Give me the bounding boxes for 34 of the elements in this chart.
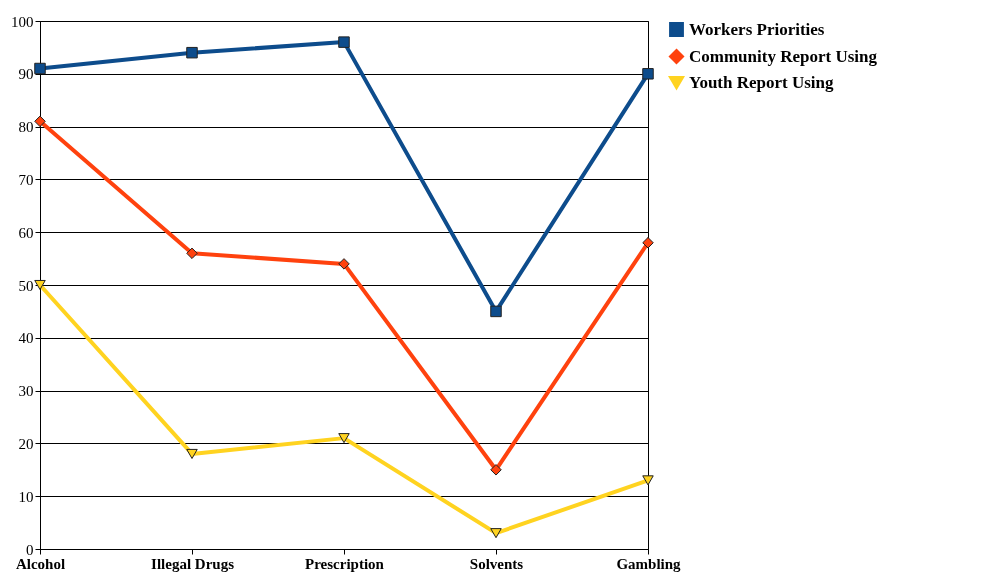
point <box>490 305 502 318</box>
point <box>186 46 198 59</box>
x-tick-label: Prescription <box>305 555 385 572</box>
point <box>338 258 350 270</box>
point <box>338 36 350 48</box>
point <box>642 475 654 486</box>
y-tick-label: 30 <box>18 383 34 400</box>
y-tick-label: 80 <box>18 119 34 136</box>
point <box>642 237 654 249</box>
x-tick-label: Gambling <box>616 555 682 572</box>
y-tick-label: 70 <box>18 171 34 188</box>
y-tick-label: 60 <box>18 224 34 241</box>
point <box>34 279 46 291</box>
point <box>490 528 502 539</box>
legend-label: Workers Priorities <box>689 19 825 39</box>
point <box>34 115 46 128</box>
y-tick-label: 90 <box>18 66 34 83</box>
y-tick-label: 40 <box>18 330 34 347</box>
point <box>338 433 350 444</box>
x-tick-label: Solvents <box>469 555 524 572</box>
y-tick-label: 100 <box>11 13 34 30</box>
y-tick-label: 10 <box>18 488 34 505</box>
point <box>186 247 198 260</box>
y-tick-label: 50 <box>18 277 34 294</box>
legend-label: Community Report Using <box>689 46 878 66</box>
point <box>186 448 198 459</box>
point <box>642 68 654 80</box>
y-tick-label: 0 <box>26 541 34 558</box>
legend-label: Youth Report Using <box>689 72 835 92</box>
x-tick-label: Alcohol <box>15 555 66 572</box>
x-tick-label: Illegal Drugs <box>151 555 235 572</box>
point <box>34 62 46 75</box>
y-tick-label: 20 <box>18 435 34 452</box>
point <box>490 464 502 476</box>
